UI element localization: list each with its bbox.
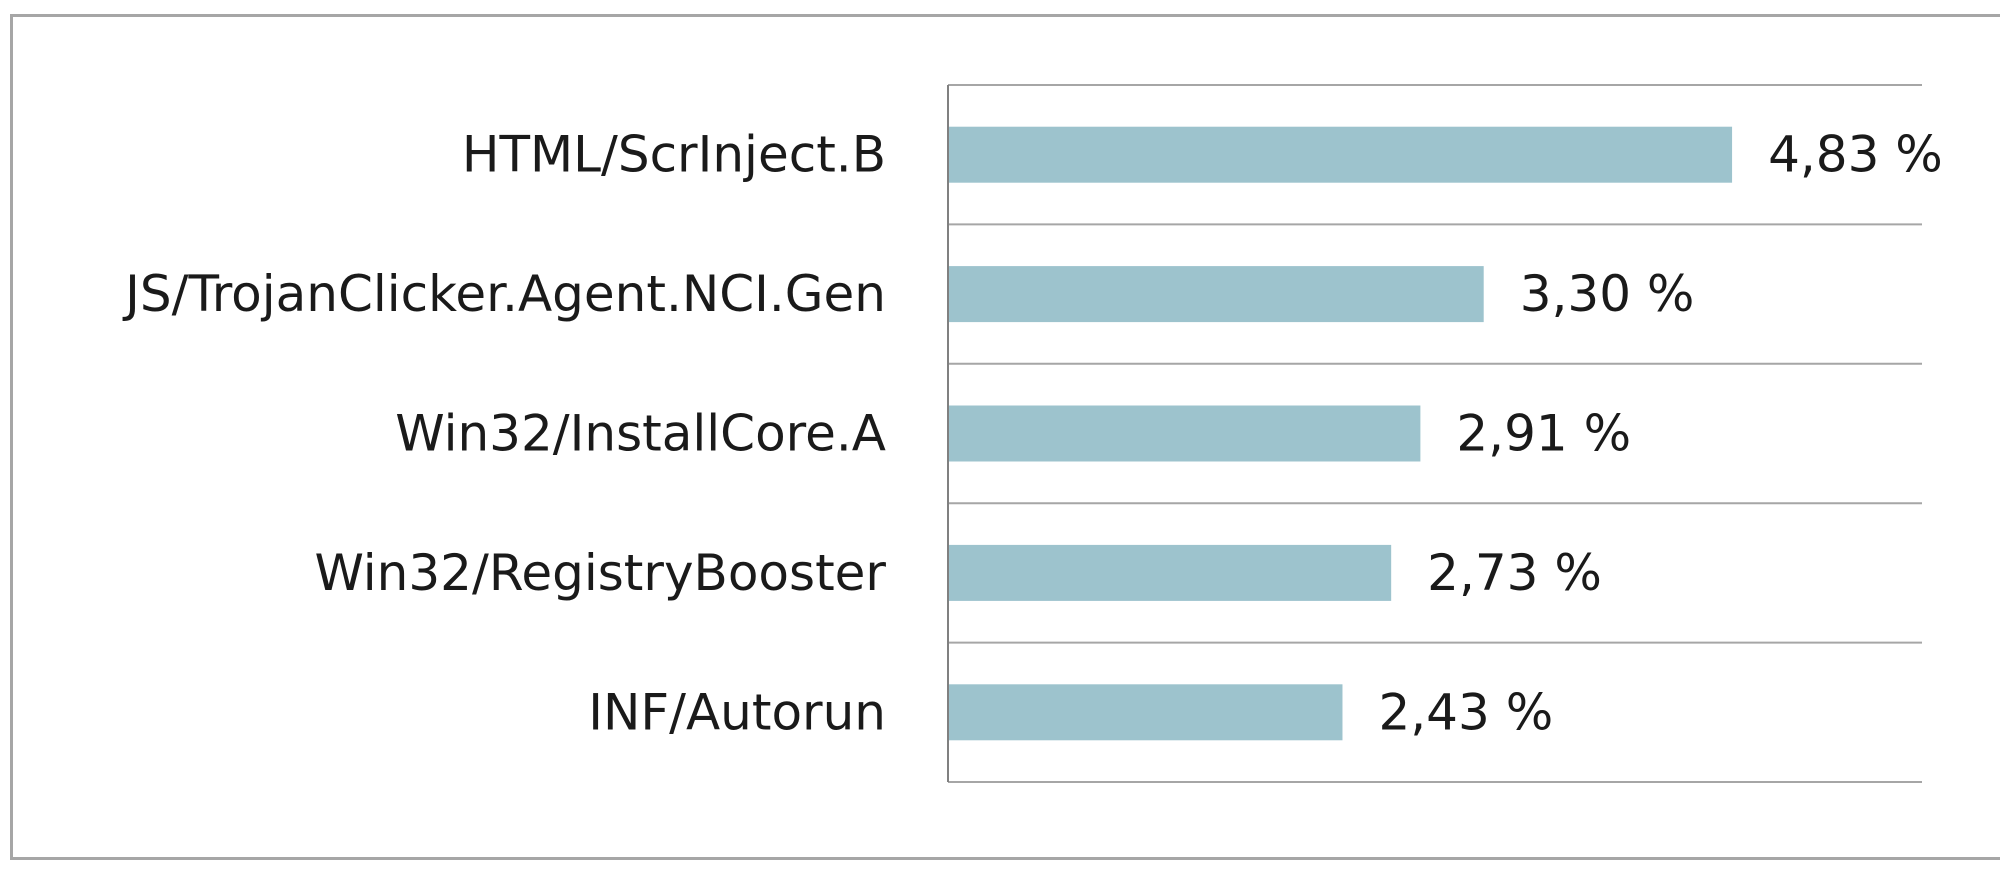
bar	[949, 405, 1421, 462]
data-label: 3,30 %	[1520, 265, 1695, 323]
category-label: JS/TrojanClicker.Agent.NCI.Gen	[122, 265, 886, 323]
data-label: 2,91 %	[1456, 405, 1631, 463]
data-label: 2,43 %	[1378, 683, 1553, 741]
bar	[949, 544, 1392, 601]
category-label: Win32/RegistryBooster	[314, 544, 886, 602]
data-label: 4,83 %	[1768, 126, 1943, 184]
bar	[949, 266, 1484, 323]
category-label: Win32/InstallCore.A	[395, 405, 886, 463]
bar	[949, 684, 1343, 741]
data-label: 2,73 %	[1427, 544, 1602, 602]
category-label: INF/Autorun	[588, 683, 886, 741]
category-label: HTML/ScrInject.B	[462, 126, 886, 184]
bar	[949, 126, 1733, 183]
